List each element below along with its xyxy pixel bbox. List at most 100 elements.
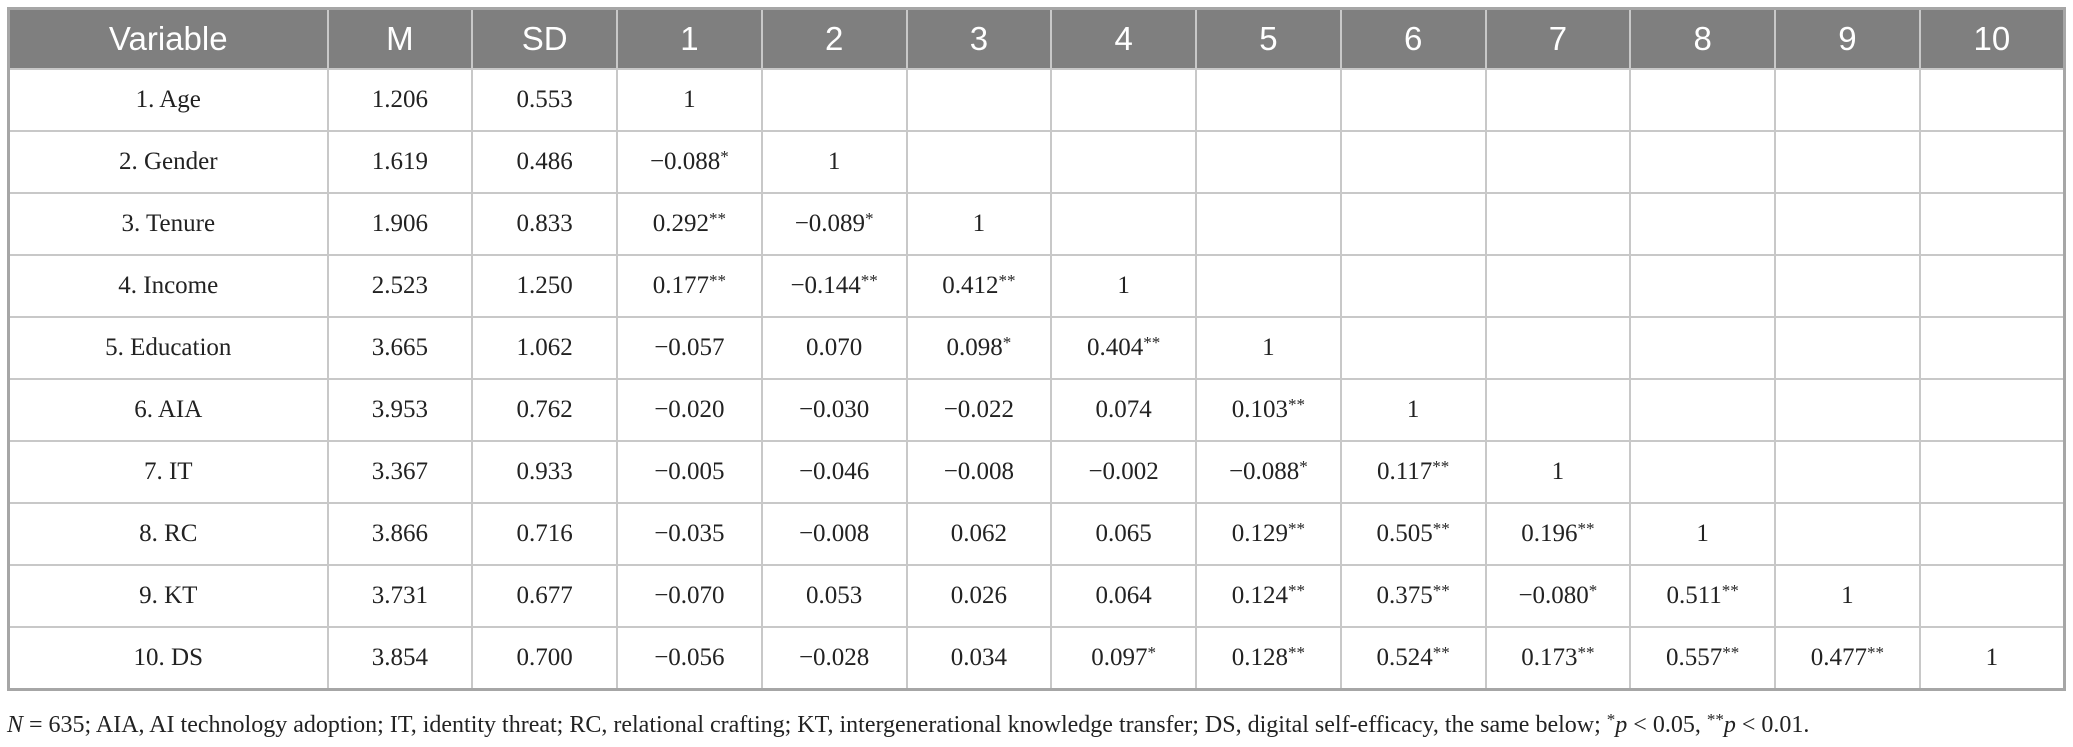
empty-cell bbox=[1195, 192, 1342, 256]
empty-cell bbox=[1484, 68, 1632, 132]
cell: 1 bbox=[616, 68, 763, 132]
cell: 3.866 bbox=[326, 502, 474, 566]
row-label: 3. Tenure bbox=[7, 192, 329, 256]
cell: 0.065 bbox=[1050, 502, 1197, 566]
empty-cell bbox=[1918, 316, 2066, 380]
cell: −0.057 bbox=[616, 316, 763, 380]
empty-cell bbox=[1918, 502, 2066, 566]
empty-cell bbox=[1050, 130, 1197, 194]
empty-cell bbox=[760, 68, 908, 132]
empty-cell bbox=[1629, 378, 1776, 442]
cell: 1.906 bbox=[326, 192, 474, 256]
empty-cell bbox=[1774, 68, 1921, 132]
cell: 2.523 bbox=[326, 254, 474, 318]
cell: −0.002 bbox=[1050, 440, 1197, 504]
significance-mark: * bbox=[1588, 581, 1598, 600]
cell: −0.070 bbox=[616, 564, 763, 628]
cell: 1 bbox=[1050, 254, 1197, 318]
significance-mark: ** bbox=[709, 209, 726, 228]
significance-mark: ** bbox=[1432, 457, 1450, 476]
significance-mark: ** bbox=[1721, 581, 1739, 600]
cell: 0.833 bbox=[471, 192, 618, 256]
cell: 1 bbox=[1629, 502, 1776, 566]
empty-cell bbox=[1484, 130, 1632, 194]
empty-cell bbox=[1195, 254, 1342, 318]
cell: 0.177** bbox=[616, 254, 763, 318]
empty-cell bbox=[1918, 130, 2066, 194]
column-header: 7 bbox=[1484, 8, 1631, 69]
empty-cell bbox=[1484, 192, 1632, 256]
cell: 1.206 bbox=[326, 68, 474, 132]
empty-cell bbox=[1629, 440, 1776, 504]
cell: 0.477** bbox=[1774, 626, 1921, 691]
empty-cell bbox=[1484, 254, 1632, 318]
empty-cell bbox=[1918, 564, 2066, 628]
cell: −0.088* bbox=[1195, 440, 1342, 504]
row-label: 6. AIA bbox=[7, 378, 329, 442]
cell: 0.129** bbox=[1195, 502, 1342, 566]
cell: −0.080* bbox=[1484, 564, 1632, 628]
cell: 0.117** bbox=[1339, 440, 1487, 504]
column-header: 4 bbox=[1050, 8, 1196, 69]
cell: 0.404** bbox=[1050, 316, 1197, 380]
significance-mark: ** bbox=[1867, 643, 1884, 662]
row-label: 1. Age bbox=[7, 68, 329, 132]
significance-mark: ** bbox=[1288, 643, 1305, 662]
significance-mark: ** bbox=[1143, 333, 1161, 352]
empty-cell bbox=[1629, 192, 1776, 256]
cell: 1 bbox=[905, 192, 1053, 256]
significance-mark: ** bbox=[709, 271, 726, 290]
cell: 0.716 bbox=[471, 502, 618, 566]
table-row: 3. Tenure 1.906 0.833 0.292** −0.089* 1 bbox=[7, 192, 2066, 256]
cell: 0.700 bbox=[471, 626, 618, 691]
cell: 3.854 bbox=[326, 626, 474, 691]
cell: −0.020 bbox=[616, 378, 763, 442]
empty-cell bbox=[1918, 68, 2066, 132]
correlation-table: Variable M SD 1 2 3 4 5 6 7 8 9 10 1. Age 1.206 0.553 1… bbox=[7, 7, 2066, 691]
table-row: 10. DS 3.854 0.700 −0.056 −0.028 0.034 0.097* 0… bbox=[7, 626, 2066, 691]
cell: 0.074 bbox=[1050, 378, 1197, 442]
cell: 0.053 bbox=[760, 564, 908, 628]
empty-cell bbox=[1484, 378, 1632, 442]
cell: 0.677 bbox=[471, 564, 618, 628]
cell: 0.486 bbox=[471, 130, 618, 194]
empty-cell bbox=[1195, 130, 1342, 194]
empty-cell bbox=[1774, 254, 1921, 318]
empty-cell bbox=[1918, 254, 2066, 318]
row-label: 4. Income bbox=[7, 254, 329, 318]
cell: 0.933 bbox=[471, 440, 618, 504]
column-header: M bbox=[326, 8, 473, 69]
cell: −0.089* bbox=[760, 192, 908, 256]
empty-cell bbox=[1629, 316, 1776, 380]
significance-mark: * bbox=[720, 147, 729, 166]
column-header: 3 bbox=[905, 8, 1052, 69]
cell: −0.046 bbox=[760, 440, 908, 504]
italic-symbol: p bbox=[1723, 712, 1736, 738]
empty-cell bbox=[905, 68, 1053, 132]
table-row: 4. Income 2.523 1.250 0.177** −0.144** 0.412*… bbox=[7, 254, 2066, 318]
empty-cell bbox=[1918, 378, 2066, 442]
empty-cell bbox=[1918, 192, 2066, 256]
significance-mark: ** bbox=[1577, 643, 1595, 662]
italic-symbol: N bbox=[7, 712, 24, 738]
table-row: 6. AIA 3.953 0.762 −0.020 −0.030 −0.022 0.074 0… bbox=[7, 378, 2066, 442]
cell: 0.124** bbox=[1195, 564, 1342, 628]
empty-cell bbox=[1774, 502, 1921, 566]
significance-mark: * bbox=[1002, 333, 1012, 352]
empty-cell bbox=[1629, 68, 1776, 132]
cell: 3.953 bbox=[326, 378, 474, 442]
significance-mark: * bbox=[1299, 457, 1308, 476]
significance-mark: ** bbox=[1432, 581, 1450, 600]
cell: 0.557** bbox=[1629, 626, 1776, 691]
table-row: 7. IT 3.367 0.933 −0.005 −0.046 −0.008 −0.002−… bbox=[7, 440, 2066, 504]
significance-mark: ** bbox=[998, 271, 1016, 290]
column-header: 8 bbox=[1629, 8, 1775, 69]
cell: 0.062 bbox=[905, 502, 1053, 566]
cell: 0.064 bbox=[1050, 564, 1197, 628]
empty-cell bbox=[1339, 254, 1487, 318]
empty-cell bbox=[1629, 254, 1776, 318]
cell: 1 bbox=[1339, 378, 1487, 442]
cell: 1 bbox=[1195, 316, 1342, 380]
cell: 3.367 bbox=[326, 440, 474, 504]
table-row: 2. Gender 1.619 0.486 −0.088* 1 bbox=[7, 130, 2066, 194]
